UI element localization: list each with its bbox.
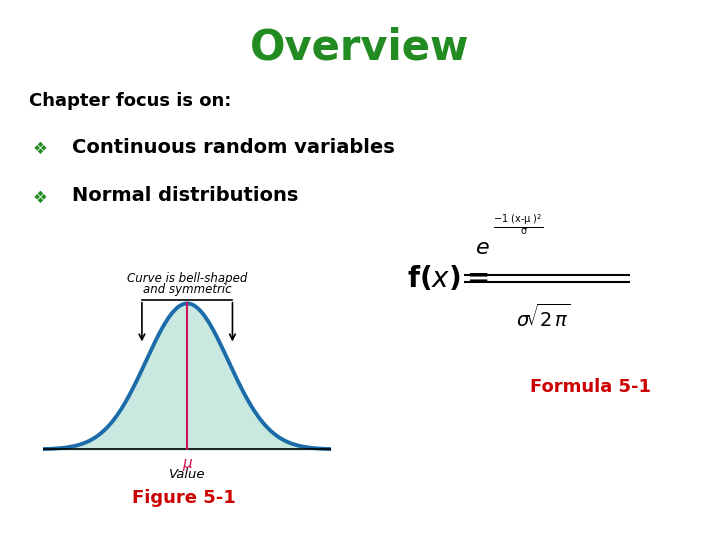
Text: ❖: ❖ — [32, 140, 48, 158]
Text: $\bf{f(}$$\bf{\mathit{x}}$$\bf{) =}$: $\bf{f(}$$\bf{\mathit{x}}$$\bf{) =}$ — [407, 264, 488, 293]
Text: Normal distributions: Normal distributions — [72, 186, 298, 205]
Text: Chapter focus is on:: Chapter focus is on: — [29, 92, 231, 110]
Text: $\mu$: $\mu$ — [181, 457, 193, 474]
Text: Curve is bell-shaped: Curve is bell-shaped — [127, 272, 248, 285]
Text: $\mathsf{\frac{-1\ (x\text{-}\mu\ )^2}{\ \ \ \ \sigma}}$: $\mathsf{\frac{-1\ (x\text{-}\mu\ )^2}{\… — [493, 213, 544, 238]
Text: Formula 5-1: Formula 5-1 — [530, 378, 651, 396]
Text: Value: Value — [169, 468, 205, 482]
Text: ❖: ❖ — [32, 189, 48, 207]
Text: Figure 5-1: Figure 5-1 — [132, 489, 235, 507]
Text: Overview: Overview — [251, 27, 469, 69]
Text: $\sigma\!\sqrt{2\,\pi}$: $\sigma\!\sqrt{2\,\pi}$ — [516, 304, 571, 331]
Text: Continuous random variables: Continuous random variables — [72, 138, 395, 157]
Text: $e$: $e$ — [475, 238, 490, 258]
Text: and symmetric: and symmetric — [143, 283, 232, 296]
